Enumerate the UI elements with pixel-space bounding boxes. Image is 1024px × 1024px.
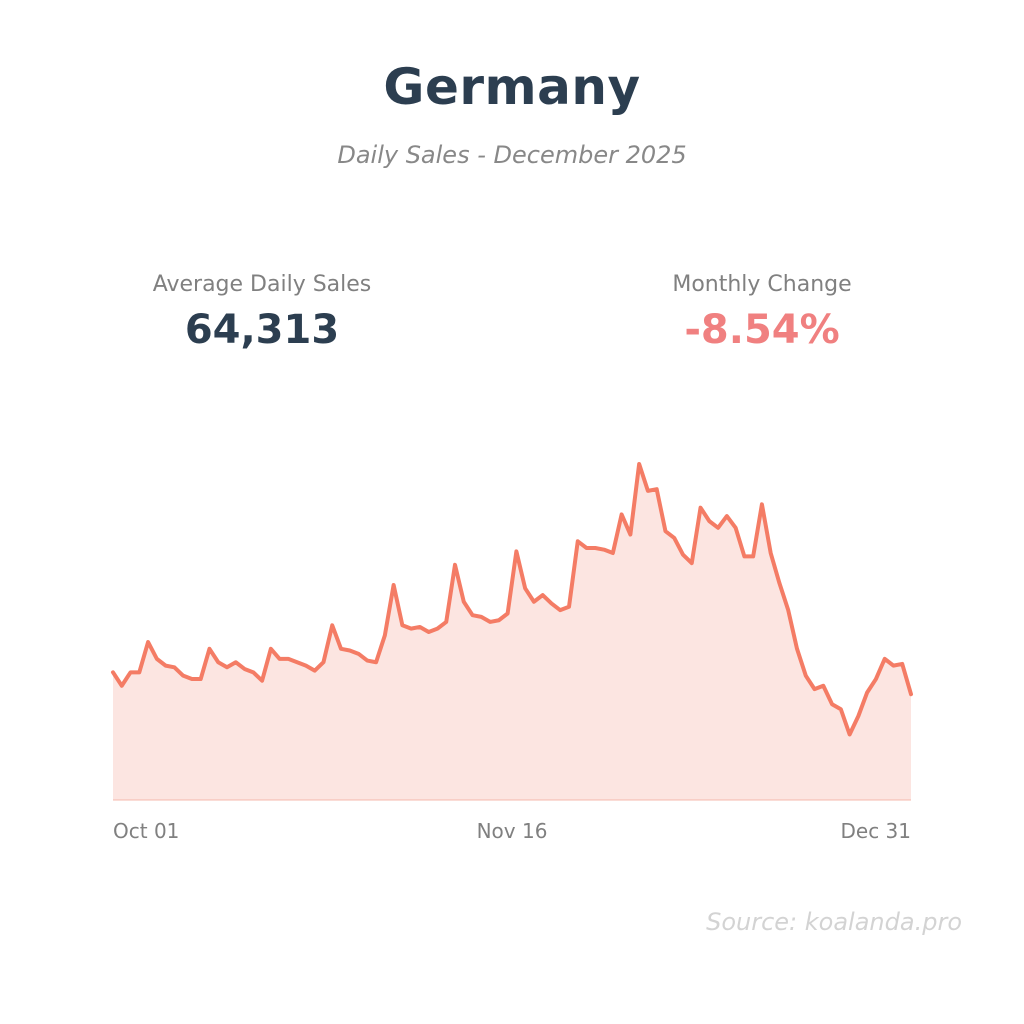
- source-credit: Source: koalanda.pro: [706, 908, 962, 936]
- page-title: Germany: [383, 58, 641, 116]
- kpi-average-label: Average Daily Sales: [152, 272, 372, 297]
- sales-area-fill: [113, 464, 911, 800]
- kpi-average-value: 64,313: [184, 307, 340, 353]
- kpi-monthly-change: Monthly Change -8.54%: [552, 272, 972, 353]
- x-tick-label: Dec 31: [840, 819, 911, 843]
- x-tick-label: Nov 16: [477, 819, 548, 843]
- kpi-average-daily-sales: Average Daily Sales 64,313: [52, 272, 472, 353]
- x-tick-label: Oct 01: [113, 819, 179, 843]
- kpi-change-value: -8.54%: [684, 307, 840, 353]
- page-subtitle: Daily Sales - December 2025: [337, 141, 687, 169]
- x-axis-ticks: Oct 01 Nov 16 Dec 31: [113, 819, 911, 843]
- sales-line: [111, 462, 913, 737]
- kpi-change-label: Monthly Change: [672, 272, 852, 297]
